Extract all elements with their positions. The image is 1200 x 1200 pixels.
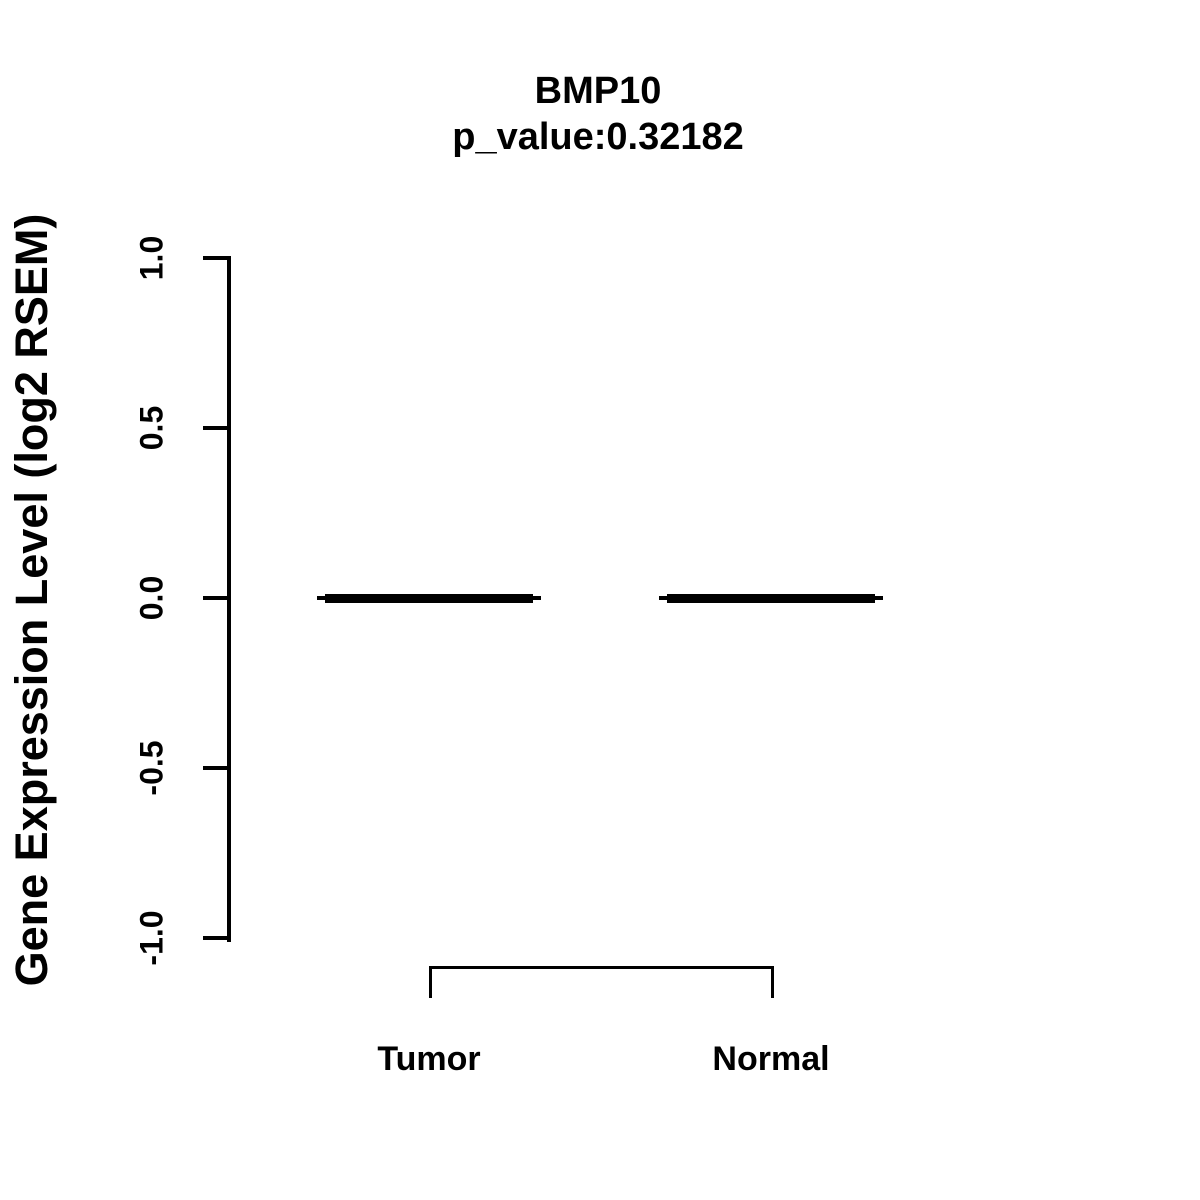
y-tick-mark (203, 426, 229, 430)
bracket-left-leg (429, 966, 432, 998)
bracket-right-leg (771, 966, 774, 998)
boxplot-median-normal (667, 593, 875, 603)
y-axis-line (227, 256, 231, 942)
y-tick-label: -1.0 (133, 910, 170, 966)
y-tick-label: 0.5 (133, 405, 170, 451)
y-tick-label: 0.0 (133, 575, 170, 621)
boxplot-endcap (317, 596, 325, 600)
chart-title: BMP10 (534, 70, 662, 112)
bracket-top (429, 966, 774, 969)
boxplot-endcap (875, 596, 883, 600)
group-label-normal: Normal (712, 1040, 830, 1078)
y-tick-mark (203, 596, 229, 600)
group-label-tumor: Tumor (377, 1040, 481, 1078)
y-tick-mark (203, 766, 229, 770)
boxplot-endcap (533, 596, 541, 600)
chart-subtitle: p_value:0.32182 (452, 116, 744, 158)
y-axis-label: Gene Expression Level (log2 RSEM) (6, 213, 57, 987)
y-tick-label: 1.0 (133, 235, 170, 281)
y-tick-mark (203, 256, 229, 260)
boxplot-endcap (659, 596, 667, 600)
boxplot-median-tumor (325, 593, 533, 603)
y-tick-mark (203, 936, 229, 940)
y-tick-label: -0.5 (133, 740, 170, 796)
